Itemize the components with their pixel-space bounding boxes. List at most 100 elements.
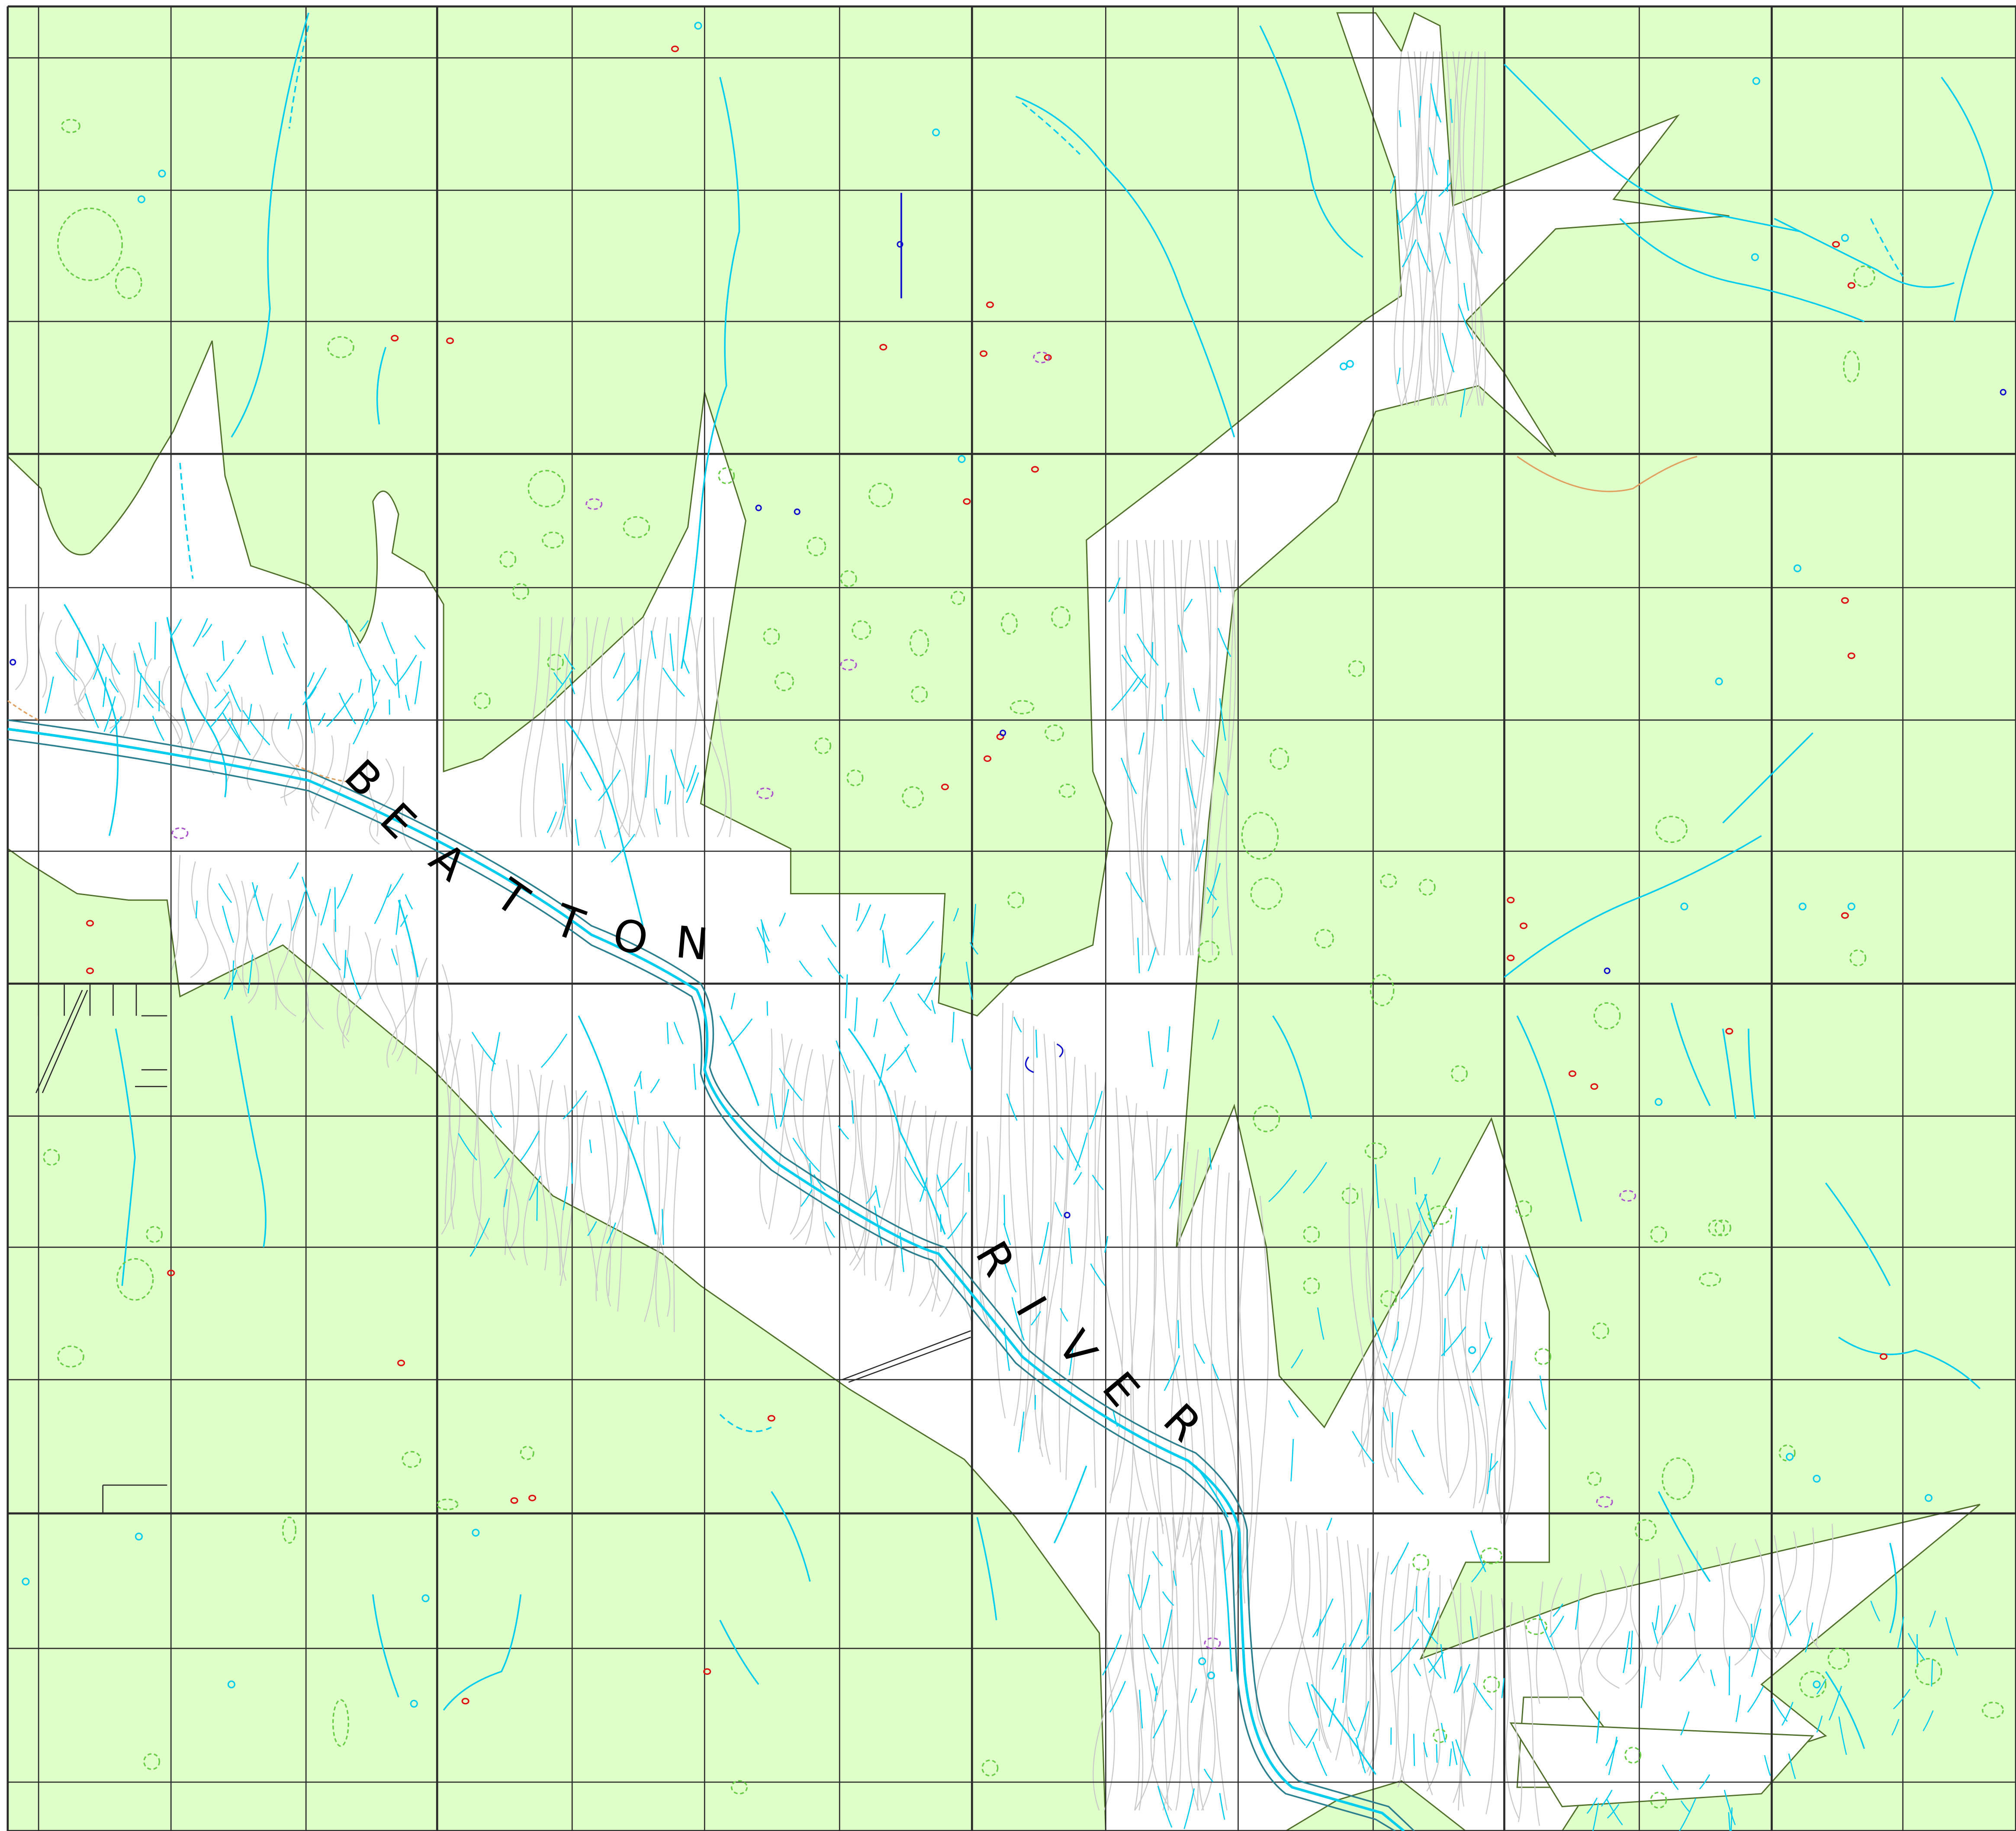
tributary	[490, 1110, 502, 1128]
tributary	[936, 1174, 949, 1208]
contour-line	[1225, 1172, 1244, 1588]
contour-line	[1335, 1540, 1353, 1760]
wetland-marker	[1270, 748, 1289, 770]
tributary	[756, 927, 771, 953]
wetland-marker	[57, 1345, 84, 1368]
stream	[231, 13, 309, 438]
purple-feature	[840, 659, 857, 671]
tributary	[961, 1038, 972, 1071]
contour-line	[1008, 1010, 1022, 1426]
tributary	[969, 942, 979, 955]
tributary	[1453, 1666, 1462, 1693]
tributary	[1396, 1221, 1420, 1259]
tributary	[232, 960, 235, 991]
tributary	[1425, 1607, 1440, 1648]
stream	[1053, 1465, 1087, 1544]
small-lake	[1339, 362, 1348, 371]
tributary	[575, 819, 580, 846]
tributary	[547, 811, 557, 833]
tributary	[344, 950, 347, 978]
blue-point-feature	[1000, 729, 1006, 736]
tributary	[1290, 1439, 1294, 1482]
tributary	[1907, 1633, 1926, 1661]
contour-line	[1753, 1539, 1773, 1662]
tributary	[138, 642, 147, 667]
contour-line	[38, 612, 47, 698]
blue-point-feature	[10, 659, 16, 666]
tributary	[587, 1221, 597, 1237]
tributary	[1152, 1709, 1167, 1739]
small-lake	[1715, 678, 1723, 686]
contour-line	[849, 1070, 867, 1266]
tributary	[1461, 1273, 1466, 1291]
tributary	[931, 1000, 936, 1014]
contour-line	[889, 1095, 906, 1291]
tributary	[152, 716, 165, 741]
tributary	[766, 1001, 768, 1016]
tributary	[1148, 1031, 1154, 1067]
tributary	[559, 805, 566, 830]
red-point-feature	[1507, 954, 1515, 961]
contour-line	[550, 617, 576, 838]
tributary	[1161, 855, 1171, 880]
tributary	[1139, 1690, 1143, 1728]
wetland-marker	[775, 671, 794, 691]
tributary	[1679, 1654, 1701, 1682]
contour-line	[595, 1105, 618, 1301]
tributary	[358, 679, 362, 693]
wetland-marker	[718, 467, 735, 485]
tributary	[373, 679, 381, 696]
tributary	[1538, 1614, 1555, 1651]
contour-line	[209, 689, 234, 775]
tributary	[1891, 1719, 1900, 1736]
tributary	[1399, 110, 1402, 127]
contour-line	[1198, 1517, 1217, 1811]
contour-line	[1146, 1111, 1164, 1527]
small-lake	[1752, 77, 1760, 85]
tributary	[1185, 768, 1196, 809]
beatton-river-channel	[7, 719, 1415, 1831]
red-point-feature	[986, 301, 994, 308]
wetland-marker	[1849, 949, 1866, 967]
tributary	[216, 659, 235, 682]
tributary	[1397, 1458, 1424, 1495]
contour-line	[1536, 1581, 1543, 1704]
contour-line	[628, 617, 639, 837]
contour-line	[1093, 1072, 1096, 1488]
tributary	[76, 640, 79, 658]
tributary	[1123, 589, 1126, 614]
tributary	[937, 1163, 962, 1192]
contour-line	[1191, 540, 1211, 956]
tributary	[1414, 193, 1422, 224]
tributary	[1444, 1268, 1460, 1296]
tributary	[1195, 839, 1205, 872]
tributary	[1161, 704, 1164, 721]
stream	[771, 1491, 811, 1582]
tributary	[181, 707, 194, 743]
tributary	[1486, 1453, 1492, 1494]
tributary	[1764, 1755, 1771, 1776]
tributary	[1816, 1715, 1823, 1733]
tributary	[109, 716, 122, 734]
contour-line	[311, 735, 334, 822]
river-centerline	[7, 728, 1405, 1831]
red-point-feature	[397, 1359, 405, 1366]
tributary	[1440, 1723, 1446, 1743]
stream	[1889, 1542, 1897, 1633]
red-point-feature	[86, 920, 94, 927]
tributary	[1289, 1721, 1306, 1746]
tributary	[851, 1100, 854, 1124]
contour-line	[190, 861, 209, 978]
contour-line	[1475, 51, 1486, 406]
wetland-marker	[1624, 1747, 1642, 1764]
tributary	[1444, 1318, 1446, 1356]
contour-line	[919, 1111, 937, 1307]
tributary	[1203, 1768, 1214, 1783]
tributary	[664, 775, 667, 804]
contour-line	[1381, 1208, 1415, 1478]
tributary	[1838, 1716, 1847, 1755]
contour-line	[1427, 51, 1435, 406]
tributary	[1449, 1748, 1452, 1767]
